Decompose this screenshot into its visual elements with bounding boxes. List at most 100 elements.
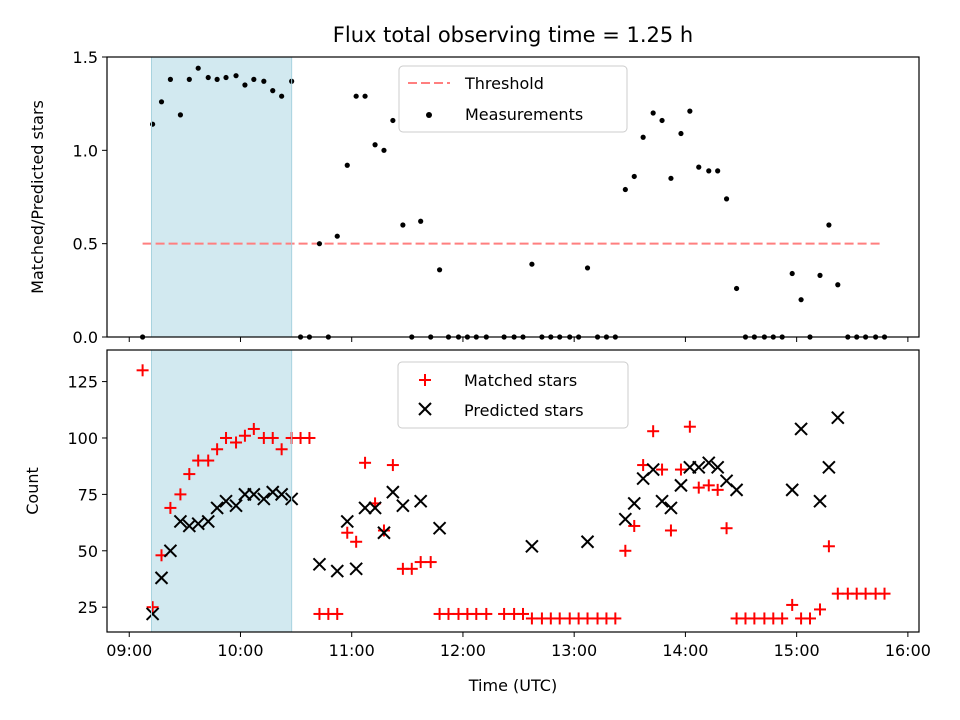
matched-stars-point <box>424 556 437 569</box>
measurement-point <box>723 196 730 202</box>
matched-stars-point <box>350 535 363 548</box>
predicted-stars-point <box>674 478 688 493</box>
measurement-point <box>826 222 832 228</box>
observing-span-shade <box>151 57 292 337</box>
matched-stars-point <box>822 540 835 553</box>
measurement-point <box>353 93 359 99</box>
predicted-stars-point <box>377 526 391 540</box>
top-y-axis-label: Matched/Predicted stars <box>28 100 47 294</box>
measurement-point <box>400 222 406 228</box>
bottom-plot-frame <box>106 349 920 633</box>
predicted-stars-point <box>368 501 382 515</box>
matched-stars-point <box>211 443 224 456</box>
predicted-stars-point <box>219 494 233 508</box>
matched-stars-point <box>525 612 538 625</box>
observing-span-shade <box>151 350 292 632</box>
matched-stars-point <box>470 607 483 620</box>
measurement-point <box>242 82 248 88</box>
matched-stars-point <box>702 479 715 492</box>
measurement-point <box>205 74 211 81</box>
measurement-point <box>270 88 276 94</box>
predicted-stars-point <box>580 535 595 549</box>
measurement-point <box>715 168 721 174</box>
matched-stars-point <box>359 456 372 469</box>
matched-stars-point <box>776 612 789 625</box>
legend-measurements-swatch <box>426 112 432 118</box>
matched-stars-point <box>266 431 279 444</box>
matched-stars-point <box>414 556 427 569</box>
matched-stars-point <box>174 488 187 501</box>
measurement-point <box>167 76 174 82</box>
predicted-stars-point <box>655 494 669 508</box>
measurement-point <box>706 168 712 174</box>
measurement-point <box>817 272 823 278</box>
predicted-stars-point <box>646 462 660 477</box>
predicted-stars-point <box>210 501 224 515</box>
measurement-point <box>316 241 323 247</box>
predicted-stars-point <box>525 539 539 553</box>
predicted-stars-point <box>396 498 410 513</box>
measurement-point <box>640 134 646 140</box>
measurement-point <box>344 162 350 168</box>
bottom-y-axis-label: Count <box>23 467 42 515</box>
legend-threshold-label: Threshold <box>464 74 544 93</box>
y-tick-label: 1.5 <box>73 48 98 67</box>
measurement-point <box>334 233 340 239</box>
predicted-stars-point <box>785 483 799 497</box>
matched-stars-point <box>517 607 530 620</box>
measurement-point <box>418 218 424 224</box>
measurement-point <box>659 117 665 124</box>
matched-stars-point <box>647 425 660 438</box>
x-tick-label: 11:00 <box>329 641 375 660</box>
predicted-stars-point <box>173 514 188 529</box>
measurement-point <box>789 270 795 277</box>
predicted-stars-point <box>794 422 808 436</box>
matched-stars-point <box>748 612 761 625</box>
y-tick-label: 0.5 <box>73 235 98 254</box>
matched-stars-point <box>803 612 816 625</box>
measurement-point <box>668 175 674 181</box>
ratio-panel: 0.0 0.5 1.0 1.5 Matched/Predicted stars Thr… <box>28 48 920 347</box>
measurement-point <box>631 173 637 180</box>
measurement-point <box>436 267 443 273</box>
matched-stars-point <box>674 463 687 476</box>
measurement-point <box>362 93 368 99</box>
predicted-stars-point <box>432 521 447 535</box>
predicted-stars-point <box>702 456 716 470</box>
predicted-stars-point <box>257 492 271 506</box>
matched-stars-point <box>720 522 733 535</box>
measurement-point <box>529 261 535 267</box>
predicted-stars-point <box>692 460 706 475</box>
y-tick-label: 50 <box>78 542 98 561</box>
predicted-stars-point <box>618 512 633 526</box>
predicted-stars-point <box>710 460 725 475</box>
measurement-point <box>150 121 156 127</box>
x-tick-label: 15:00 <box>774 641 820 660</box>
matched-stars-point <box>202 454 215 467</box>
legend-measurements-label: Measurements <box>465 105 583 124</box>
matched-stars-point <box>711 483 724 496</box>
measurement-point <box>381 147 387 153</box>
predicted-stars-point <box>229 498 243 513</box>
predicted-stars-point <box>664 501 678 515</box>
x-tick-label: 12:00 <box>440 641 486 660</box>
measurement-point <box>214 76 220 82</box>
measurement-point <box>177 112 184 118</box>
measurement-point <box>696 164 702 170</box>
predicted-stars-point <box>349 562 363 576</box>
matched-stars-point <box>859 587 872 600</box>
legend-matched-swatch <box>419 374 431 386</box>
chart-title: Flux total observing time = 1.25 h <box>333 23 693 47</box>
predicted-stars-point <box>340 514 354 529</box>
matched-stars-point <box>341 526 354 539</box>
matched-stars-point <box>498 607 511 620</box>
x-tick-label: 14:00 <box>662 641 708 660</box>
predicted-stars-point <box>729 483 744 497</box>
matched-stars-point <box>230 436 243 449</box>
matched-stars-point <box>136 364 149 377</box>
y-tick-label: 0.0 <box>73 328 98 347</box>
measurement-point <box>390 117 396 124</box>
measurement-point <box>372 142 378 148</box>
bottom-legend: Matched stars Predicted stars <box>397 361 629 429</box>
